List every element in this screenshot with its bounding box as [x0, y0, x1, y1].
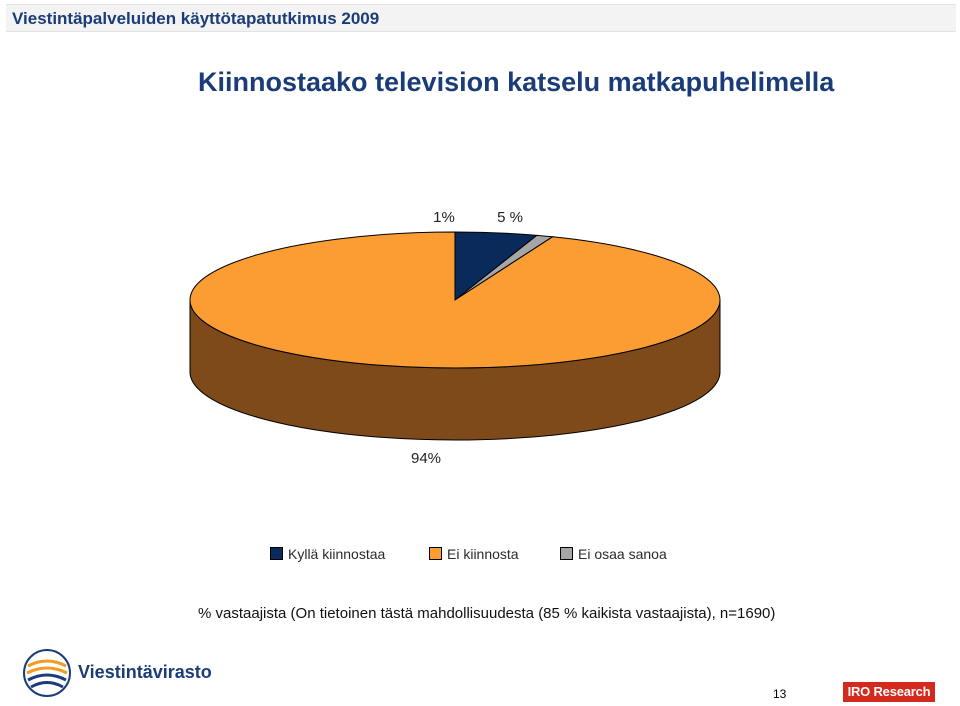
- page-title: Kiinnostaako television katselu matkapuh…: [198, 67, 835, 97]
- pie-labels: 5 % 94% 1%: [411, 209, 523, 467]
- pie-label-0: 5 %: [497, 209, 523, 226]
- legend-item-ei-osaa: Ei osaa sanoa: [560, 546, 667, 562]
- header-text: Viestintäpalveluiden käyttötapatutkimus …: [12, 9, 380, 28]
- legend-item-ei-kiinnosta: Ei kiinnosta: [429, 546, 519, 562]
- pie-label-2: 1%: [433, 209, 455, 226]
- viestintavirasto-logo-icon: [23, 649, 71, 697]
- pie-label-1: 94%: [411, 450, 441, 467]
- viestintavirasto-logo-text: Viestintävirasto: [78, 662, 212, 682]
- legend-label-ei-osaa: Ei osaa sanoa: [578, 546, 667, 562]
- legend-item-kylla: Kyllä kiinnostaa: [270, 546, 385, 562]
- respondent-note: % vastaajista (On tietoinen tästä mahdol…: [198, 605, 776, 622]
- legend-label-kylla: Kyllä kiinnostaa: [288, 546, 386, 562]
- legend-swatch-kylla: [270, 547, 283, 560]
- pie-slice-1: [189, 231, 721, 369]
- legend-swatch-ei-kiinnosta: [429, 547, 442, 560]
- header-bar: Viestintäpalveluiden käyttötapatutkimus …: [6, 4, 956, 32]
- legend-swatch-ei-osaa: [560, 547, 573, 560]
- pie-top: [189, 231, 721, 369]
- iro-research-logo: IRO Research: [843, 682, 935, 702]
- page-number: 13: [773, 687, 787, 701]
- legend-label-ei-kiinnosta: Ei kiinnosta: [447, 546, 519, 562]
